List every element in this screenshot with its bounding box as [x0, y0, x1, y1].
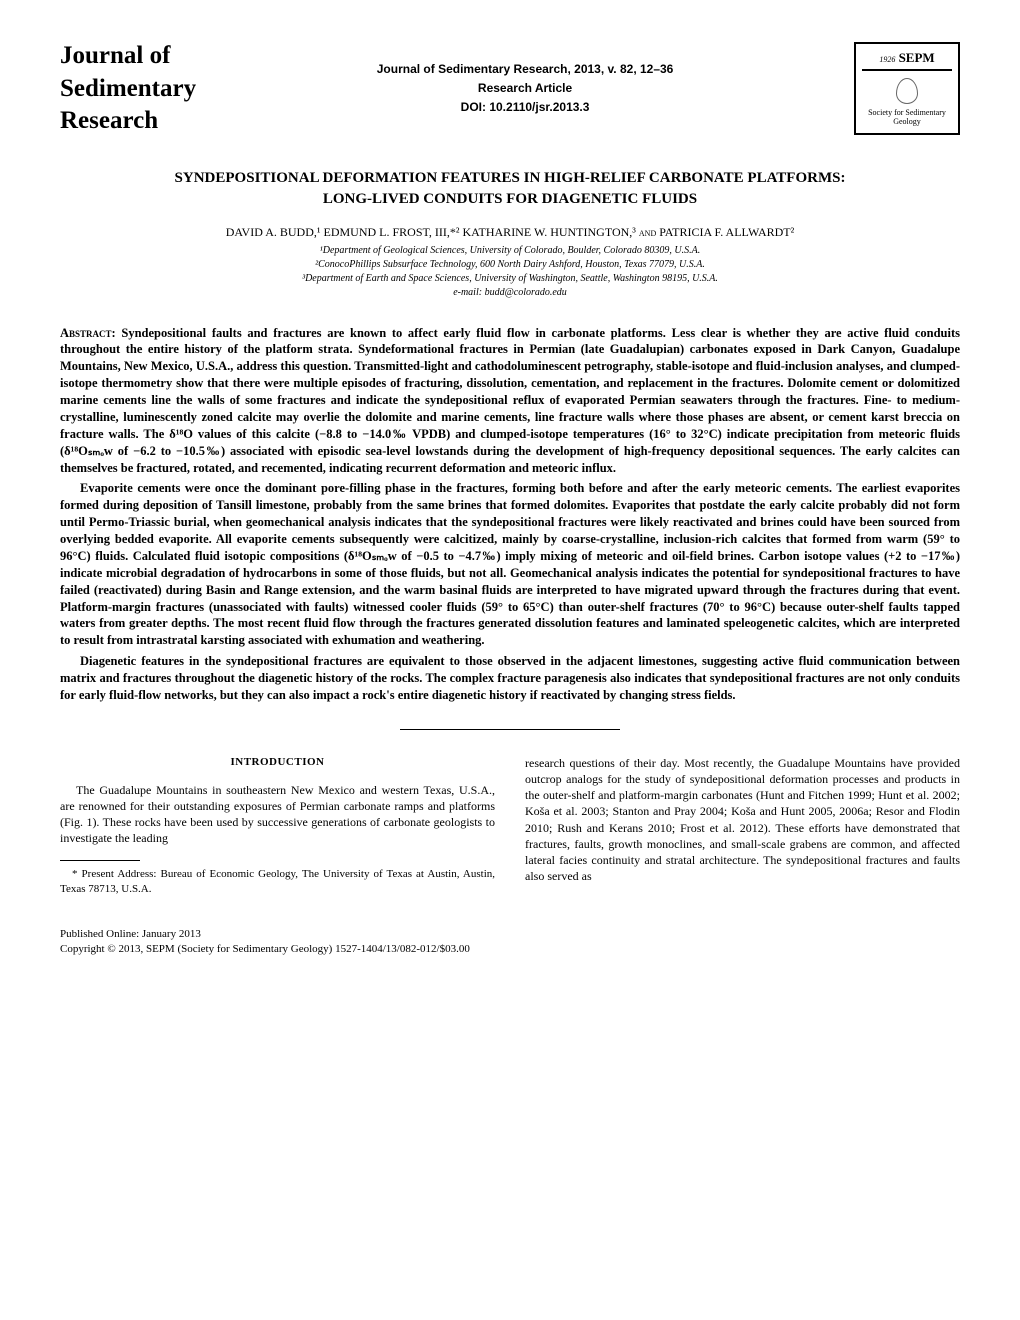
- title-line-2: LONG-LIVED CONDUITS FOR DIAGENETIC FLUID…: [60, 189, 960, 210]
- affiliation-1: ¹Department of Geological Sciences, Univ…: [60, 244, 960, 258]
- right-column: research questions of their day. Most re…: [525, 755, 960, 897]
- intro-heading: INTRODUCTION: [60, 755, 495, 770]
- article-type: Research Article: [377, 79, 674, 98]
- abstract-p1: Abstract: Syndepositional faults and fra…: [60, 325, 960, 477]
- left-column: INTRODUCTION The Guadalupe Mountains in …: [60, 755, 495, 897]
- footnote-rule: [60, 860, 140, 861]
- abstract-block: Abstract: Syndepositional faults and fra…: [60, 325, 960, 704]
- email-line: e-mail: budd@colorado.edu: [60, 286, 960, 300]
- abstract-p1-text: Syndepositional faults and fractures are…: [60, 326, 960, 475]
- title-line-1: SYNDEPOSITIONAL DEFORMATION FEATURES IN …: [60, 168, 960, 189]
- header-row: Journal of Sedimentary Research Journal …: [60, 40, 960, 138]
- sepm-logo: 1926 SEPM Society for Sedimentary Geolog…: [854, 42, 960, 135]
- sepm-year: 1926: [879, 55, 895, 64]
- citation-line: Journal of Sedimentary Research, 2013, v…: [377, 60, 674, 79]
- published-line: Published Online: January 2013: [60, 927, 960, 942]
- authors-last: PATRICIA F. ALLWARDT²: [656, 225, 794, 239]
- abstract-p2: Evaporite cements were once the dominant…: [60, 480, 960, 649]
- col2-p1: research questions of their day. Most re…: [525, 755, 960, 885]
- copyright-line: Copyright © 2013, SEPM (Society for Sedi…: [60, 942, 960, 957]
- authors-and: and: [639, 225, 656, 239]
- article-title: SYNDEPOSITIONAL DEFORMATION FEATURES IN …: [60, 168, 960, 210]
- sepm-top: 1926 SEPM: [862, 50, 952, 71]
- abstract-p3: Diagenetic features in the syndeposition…: [60, 653, 960, 704]
- logo-line-1: Journal of: [60, 40, 196, 73]
- affiliation-2: ²ConocoPhillips Subsurface Technology, 6…: [60, 258, 960, 272]
- section-divider: [400, 729, 620, 730]
- affiliation-3: ³Department of Earth and Space Sciences,…: [60, 272, 960, 286]
- journal-logo: Journal of Sedimentary Research: [60, 40, 196, 138]
- abstract-p2-text: Evaporite cements were once the dominant…: [60, 481, 960, 647]
- sepm-name: SEPM: [899, 50, 935, 65]
- sepm-shell-icon: [896, 78, 918, 104]
- authors-line: DAVID A. BUDD,¹ EDMUND L. FROST, III,*² …: [60, 225, 960, 240]
- footnote-text: * Present Address: Bureau of Economic Ge…: [60, 867, 495, 897]
- logo-line-3: Research: [60, 105, 196, 138]
- sepm-sub: Society for Sedimentary Geology: [862, 109, 952, 127]
- body-columns: INTRODUCTION The Guadalupe Mountains in …: [60, 755, 960, 897]
- journal-meta: Journal of Sedimentary Research, 2013, v…: [377, 60, 674, 118]
- doi-line: DOI: 10.2110/jsr.2013.3: [377, 98, 674, 117]
- intro-p1: The Guadalupe Mountains in southeastern …: [60, 782, 495, 847]
- page-footer: Published Online: January 2013 Copyright…: [60, 927, 960, 958]
- authors-main: DAVID A. BUDD,¹ EDMUND L. FROST, III,*² …: [226, 225, 639, 239]
- abstract-label: Abstract:: [60, 326, 121, 340]
- affiliations: ¹Department of Geological Sciences, Univ…: [60, 244, 960, 300]
- logo-line-2: Sedimentary: [60, 73, 196, 106]
- abstract-p3-text: Diagenetic features in the syndeposition…: [60, 654, 960, 702]
